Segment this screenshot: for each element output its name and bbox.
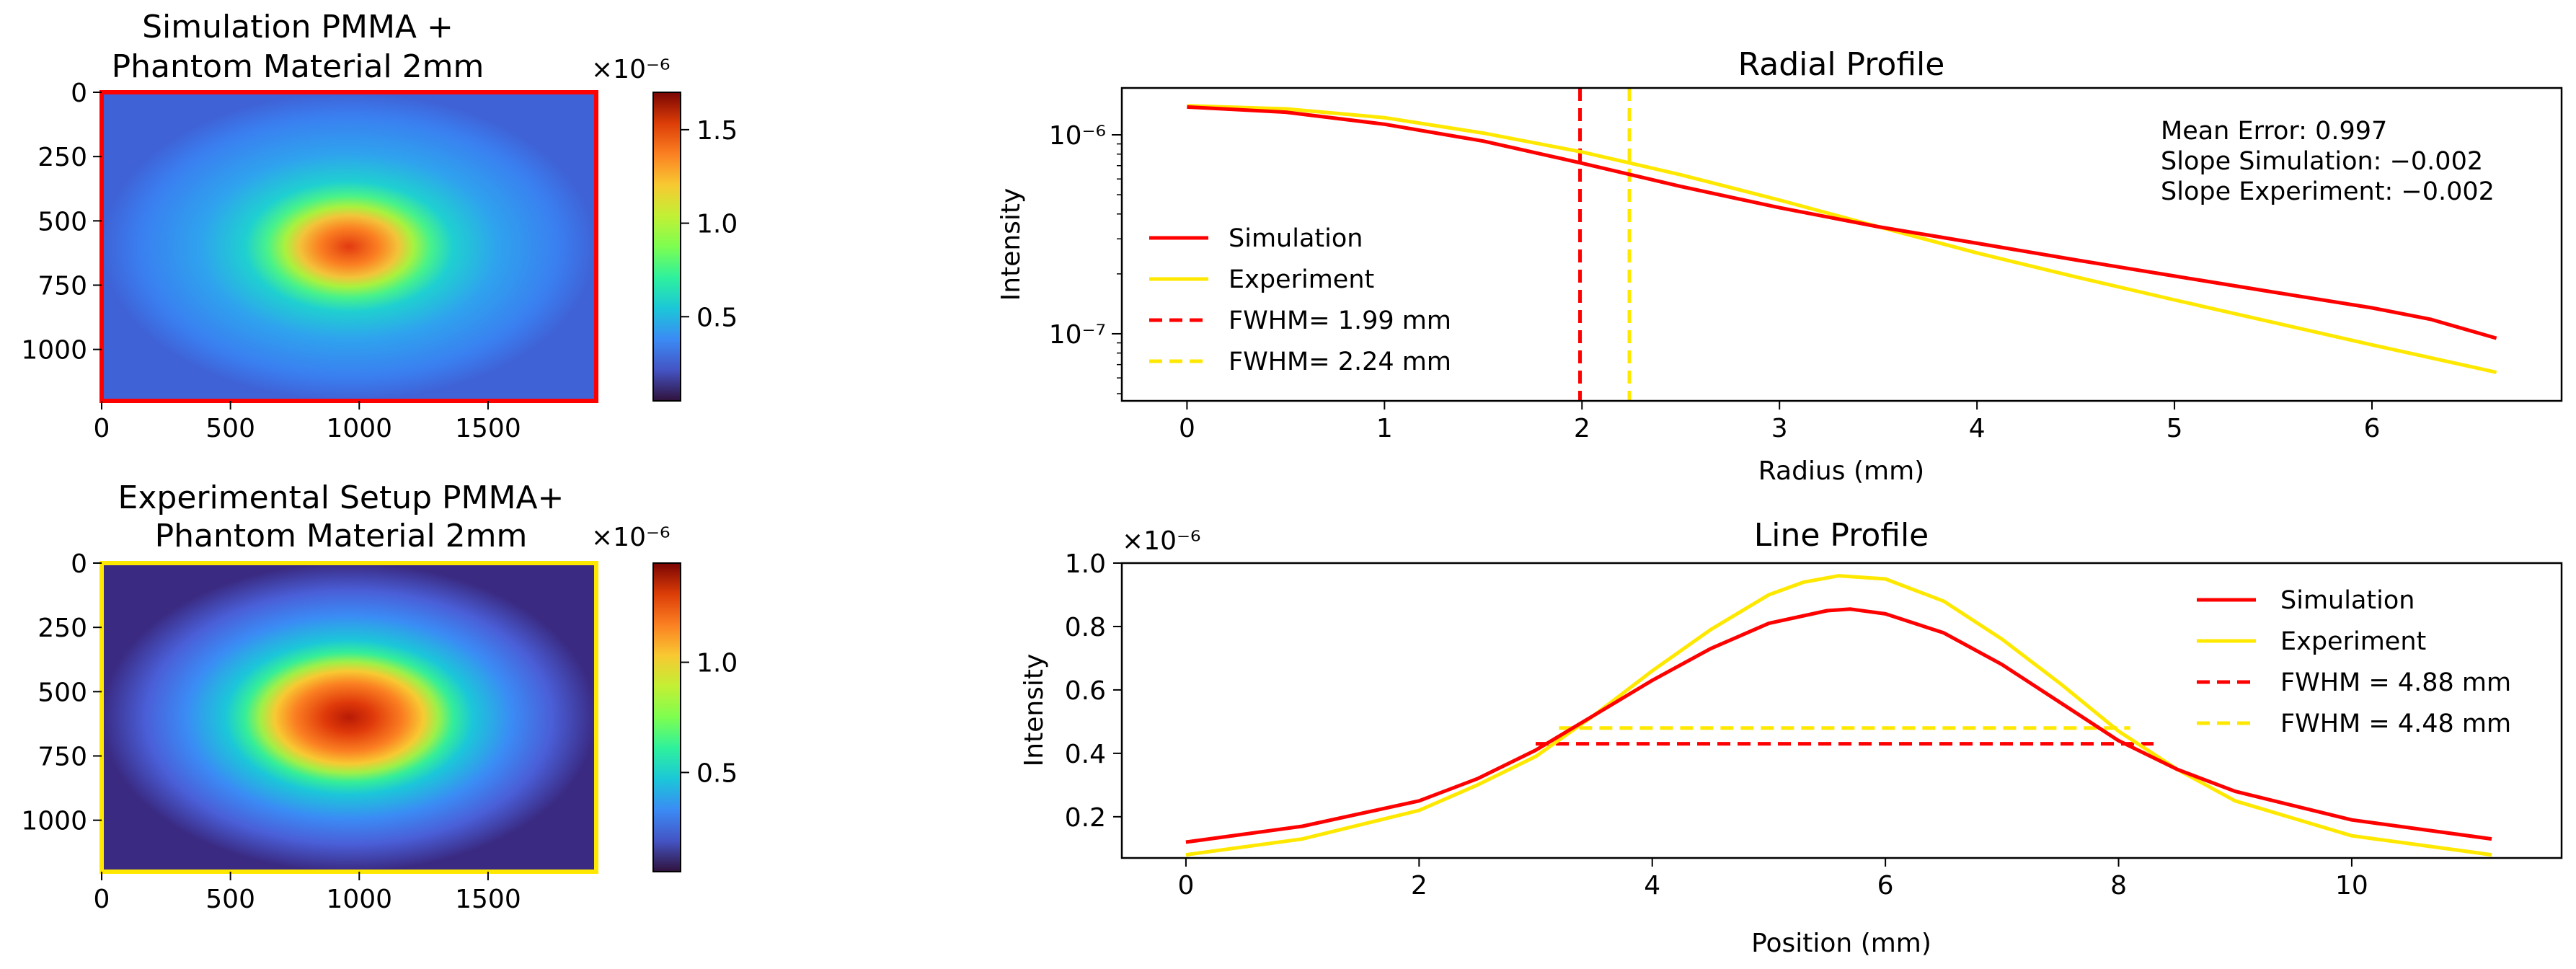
line-x-tick-label: 2: [1411, 871, 1428, 901]
colorbar-tick-label: 0.5: [696, 303, 738, 332]
mean-error-annotation: Mean Error: 0.997: [2161, 117, 2387, 146]
line-profile-y-exponent: ×10⁻⁶: [1122, 526, 1200, 556]
heatmap-y-tick-label: 250: [37, 143, 87, 172]
radial-y-tick-label: 10⁻⁶: [1049, 121, 1106, 151]
heatmap-y-tick-label: 500: [37, 207, 87, 236]
radial-y-tick-label: 10⁻⁷: [1049, 320, 1106, 350]
radial-x-tick-label: 3: [1771, 414, 1788, 443]
heatmap-1-ticks: 0 500 1000 1500 0 250 500 750 1000: [21, 79, 521, 443]
experiment-heatmap-border: [99, 561, 598, 874]
line-series-simulation: [1185, 607, 2492, 844]
heatmap-x-tick-label: 1000: [326, 414, 392, 443]
colorbar-tick-label: 1.0: [696, 210, 738, 239]
heatmap-2-title-line-1: Experimental Setup PMMA+: [118, 479, 565, 516]
heatmap-x-tick-label: 1500: [455, 885, 521, 914]
line-profile-title: Line Profile: [1754, 517, 1929, 554]
heatmap-y-tick-label: 750: [37, 272, 87, 301]
line-profile-legend: Simulation Experiment FWHM = 4.88 mm FWH…: [2197, 586, 2511, 738]
legend-label-fwhm-simulation: FWHM= 1.99 mm: [1229, 306, 1451, 335]
simulation-heatmap-panel: Simulation PMMA + Phantom Material 2mm 0…: [21, 9, 738, 443]
slope-experiment-annotation: Slope Experiment: −0.002: [2161, 177, 2495, 206]
line-profile-axes-frame: [1120, 562, 2563, 859]
legend-label-experiment: Experiment: [2280, 627, 2426, 656]
heatmap-x-tick-label: 0: [94, 414, 110, 443]
legend-label-fwhm-experiment: FWHM = 4.48 mm: [2280, 709, 2511, 738]
radial-x-tick-label: 4: [1969, 414, 1986, 443]
colorbar-2-ticks: 0.5 1.0: [681, 649, 738, 788]
colorbar-1-ticks: 0.5 1.0 1.5: [681, 116, 738, 332]
line-profile-xlabel: Position (mm): [1751, 929, 1931, 958]
radial-profile-panel: Radial Profile 0 1 2 3 4 5 6 10⁻⁷ 10⁻⁶ Radius (m…: [996, 46, 2563, 486]
radial-profile-xlabel: Radius (mm): [1758, 456, 1924, 486]
heatmap-y-tick-label: 1000: [21, 336, 87, 366]
legend-label-experiment: Experiment: [1229, 265, 1374, 294]
colorbar-1-exponent: ×10⁻⁶: [591, 55, 670, 84]
experiment-colorbar: [652, 562, 681, 872]
heatmap-y-tick-label: 750: [37, 743, 87, 772]
radial-profile-ticks: 0 1 2 3 4 5 6 10⁻⁷ 10⁻⁶: [1049, 121, 2381, 443]
heatmap-1-title-line-1: Simulation PMMA +: [142, 9, 453, 45]
legend-label-simulation: Simulation: [2280, 586, 2415, 615]
colorbar-tick-label: 0.5: [696, 758, 738, 788]
simulation-heatmap-image: [102, 92, 596, 401]
line-y-tick-label: 0.8: [1065, 613, 1106, 642]
slope-simulation-annotation: Slope Simulation: −0.002: [2161, 147, 2483, 176]
heatmap-x-tick-label: 500: [205, 885, 255, 914]
experiment-heatmap-panel: Experimental Setup PMMA+ Phantom Materia…: [21, 479, 738, 914]
radial-profile-legend: Simulation Experiment FWHM= 1.99 mm FWHM…: [1149, 224, 1451, 376]
radial-profile-ylabel: Intensity: [996, 188, 1026, 301]
heatmap-y-tick-label: 500: [37, 678, 87, 707]
radial-x-tick-label: 0: [1179, 414, 1195, 443]
heatmap-y-tick-label: 0: [71, 79, 87, 108]
simulation-colorbar: [652, 92, 681, 402]
heatmap-2-title-line-2: Phantom Material 2mm: [155, 518, 528, 554]
line-profile-plot-area: [1185, 574, 2492, 857]
radial-series-experiment: [1187, 104, 2497, 374]
colorbar-2-exponent: ×10⁻⁶: [591, 523, 670, 552]
radial-series-simulation: [1187, 105, 2497, 340]
colorbar-tick-label: 1.5: [696, 116, 738, 146]
heatmap-x-tick-label: 0: [94, 885, 110, 914]
line-x-tick-label: 10: [2335, 871, 2368, 901]
line-y-tick-label: 1.0: [1065, 549, 1106, 579]
heatmap-1-title-line-2: Phantom Material 2mm: [112, 48, 484, 85]
line-y-tick-label: 0.2: [1065, 803, 1106, 833]
legend-label-simulation: Simulation: [1229, 224, 1363, 253]
heatmap-x-tick-label: 1500: [455, 414, 521, 443]
radial-x-tick-label: 2: [1574, 414, 1590, 443]
radial-x-tick-label: 1: [1376, 414, 1393, 443]
line-x-tick-label: 6: [1877, 871, 1894, 901]
heatmap-y-tick-label: 250: [37, 614, 87, 643]
radial-x-tick-label: 5: [2166, 414, 2183, 443]
line-profile-ylabel: Intensity: [1019, 654, 1049, 767]
radial-profile-title: Radial Profile: [1738, 46, 1945, 83]
line-x-tick-label: 0: [1177, 871, 1194, 901]
legend-label-fwhm-experiment: FWHM= 2.24 mm: [1229, 348, 1451, 376]
radial-profile-axes-frame: [1120, 87, 2563, 402]
heatmap-x-tick-label: 1000: [326, 885, 392, 914]
line-y-tick-label: 0.4: [1065, 740, 1106, 769]
line-profile-ticks: 0 2 4 6 8 10 0.2 0.4 0.6 0.8 1.0: [1065, 549, 2368, 901]
experiment-heatmap-image: [102, 563, 596, 872]
heatmap-y-tick-label: 0: [71, 549, 87, 579]
colorbar-tick-label: 1.0: [696, 649, 738, 678]
line-profile-panel: Line Profile 0 2 4 6 8 10 0.2 0.4 0.6 0.8 1.0 ×10⁻…: [1019, 517, 2563, 958]
radial-profile-plot-area: [1187, 88, 2497, 401]
line-x-tick-label: 4: [1644, 871, 1660, 901]
radial-x-tick-label: 6: [2364, 414, 2381, 443]
legend-label-fwhm-simulation: FWHM = 4.88 mm: [2280, 668, 2511, 697]
simulation-heatmap-border: [99, 90, 598, 403]
heatmap-y-tick-label: 1000: [21, 807, 87, 836]
line-x-tick-label: 8: [2110, 871, 2127, 901]
heatmap-x-tick-label: 500: [205, 414, 255, 443]
heatmap-2-ticks: 0 500 1000 1500 0 250 500 750 1000: [21, 549, 521, 914]
line-y-tick-label: 0.6: [1065, 676, 1106, 706]
